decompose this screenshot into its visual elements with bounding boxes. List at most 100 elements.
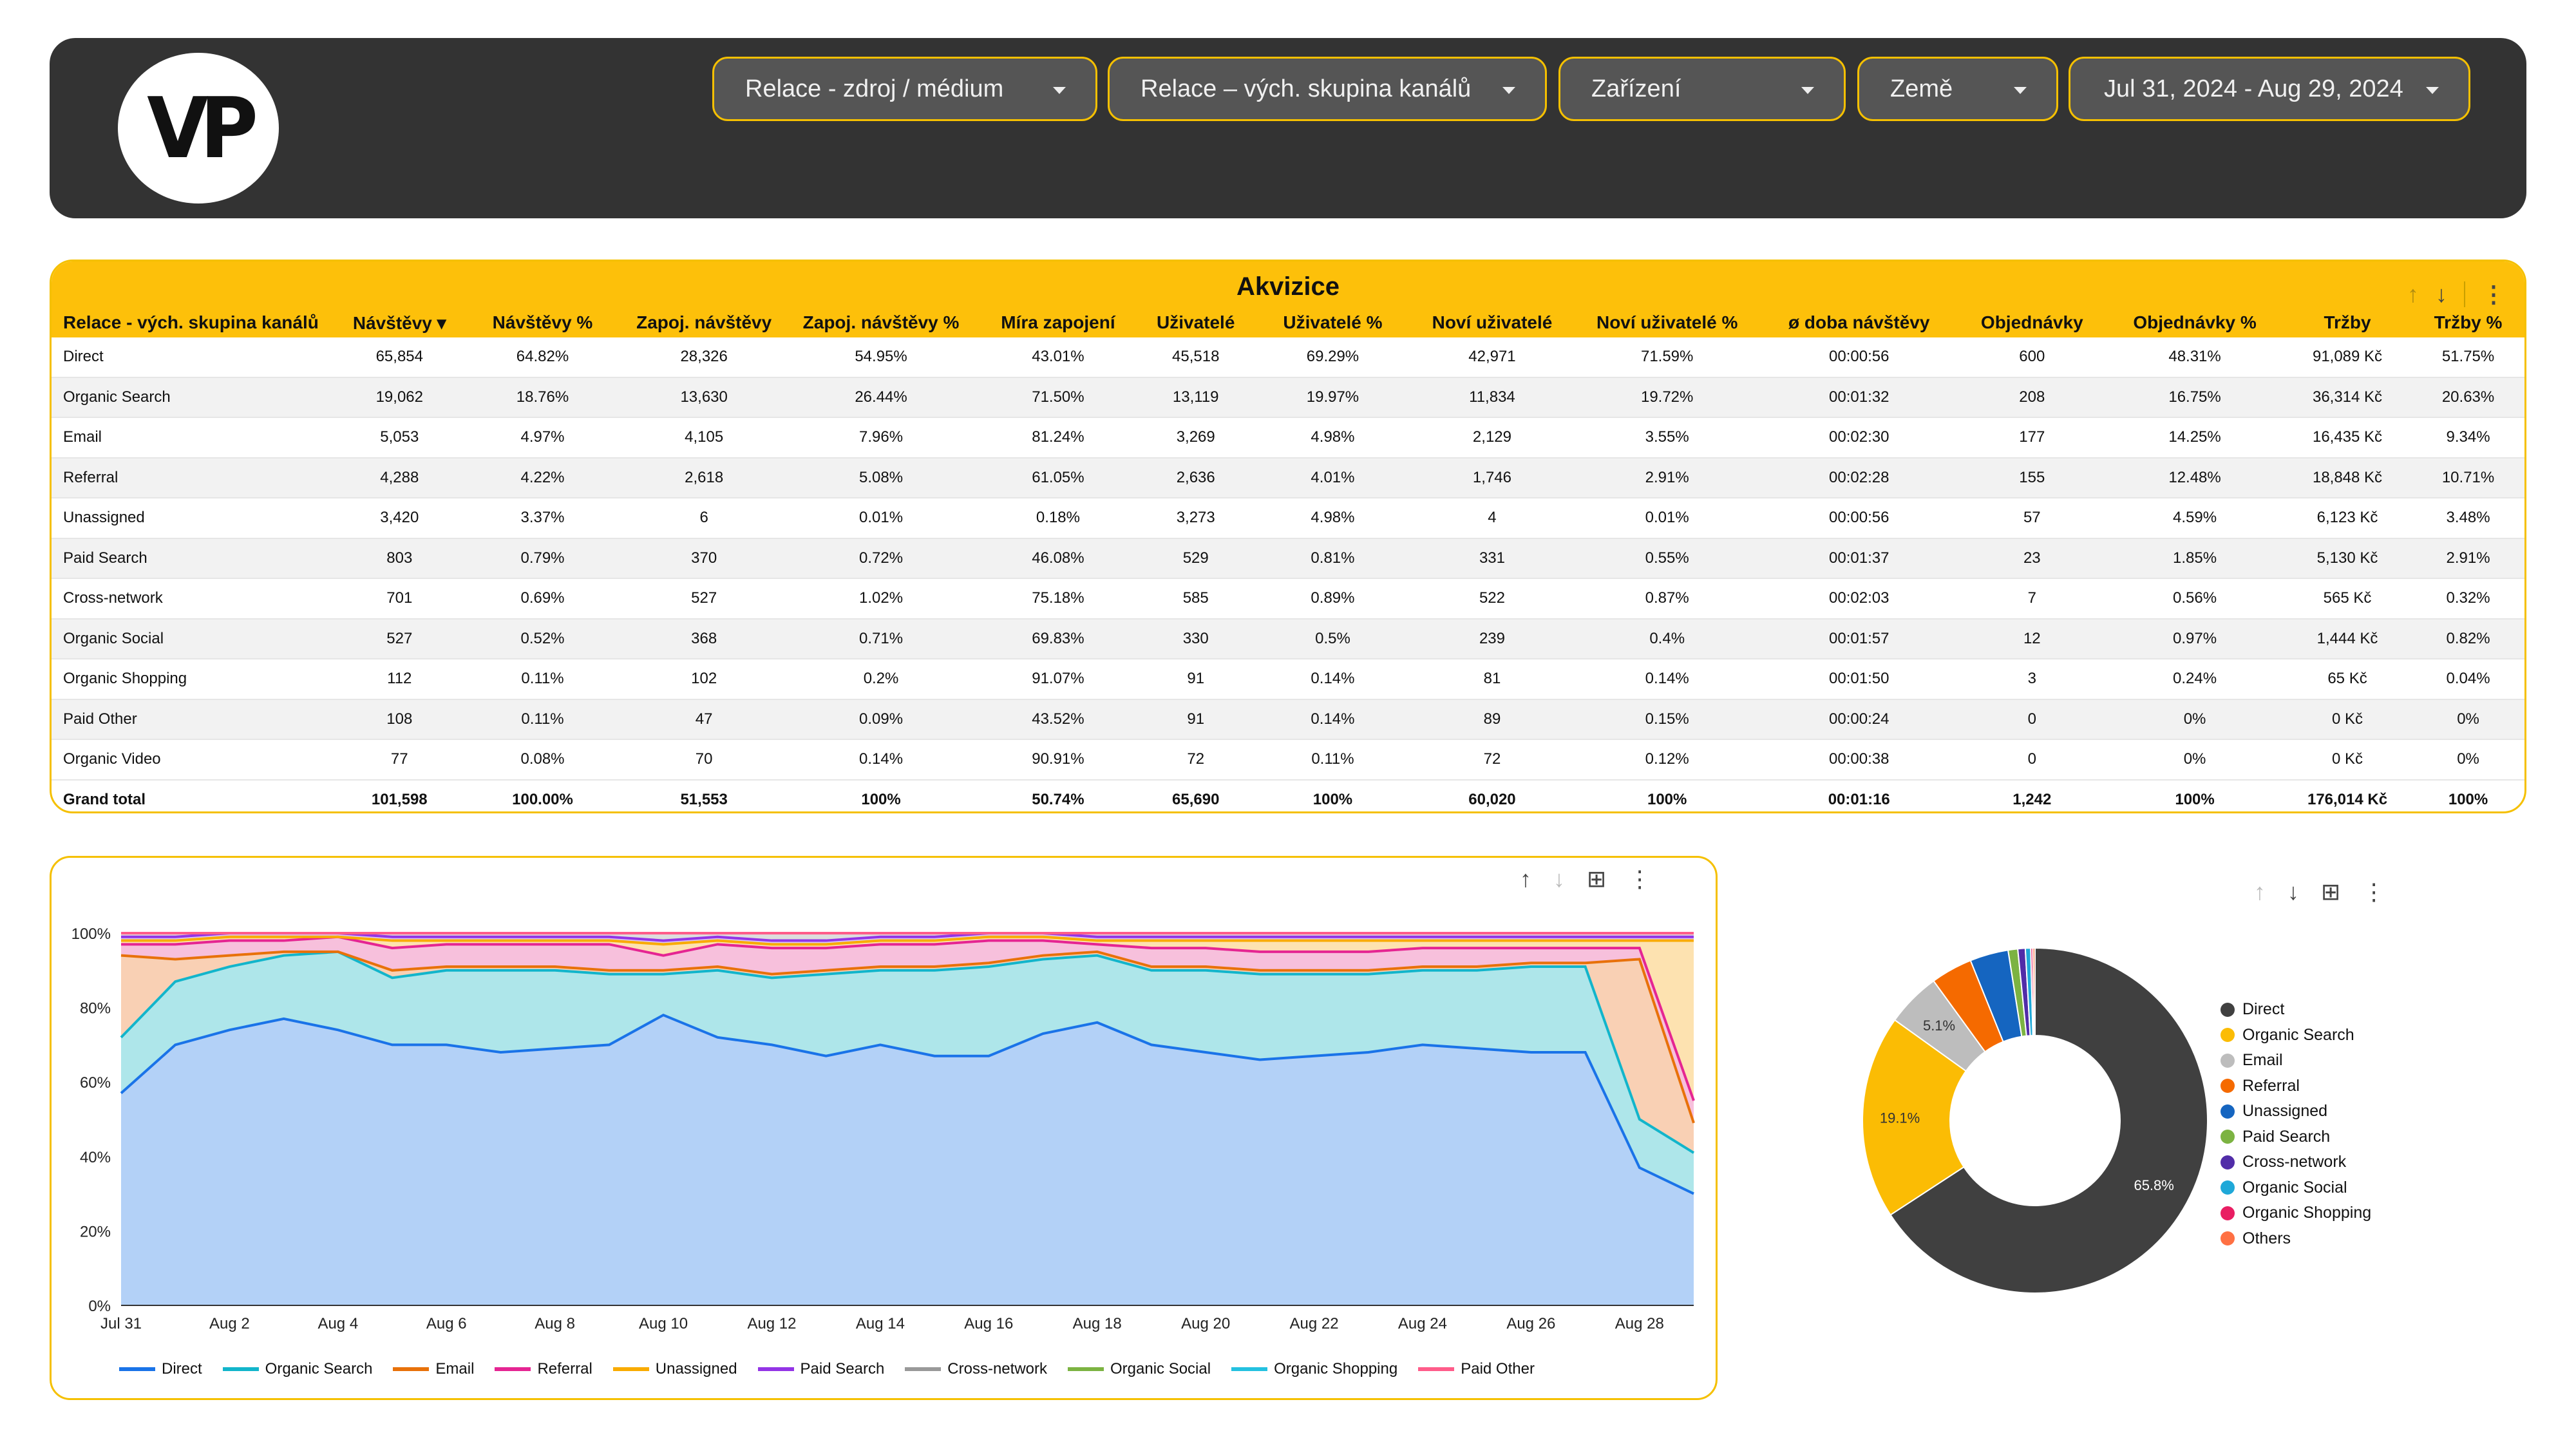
total-cell: 101,598 <box>371 790 428 808</box>
legend-label: Referral <box>2242 1076 2300 1095</box>
table-row[interactable]: Organic Shopping 112 0.11% 102 0.2% 91.07% 91 0… <box>52 659 2524 700</box>
legend-item[interactable]: Organic Shopping <box>2221 1200 2371 1226</box>
legend-item[interactable]: Paid Search <box>757 1360 884 1378</box>
column-header[interactable]: Zapoj. návštěvy % <box>782 308 980 337</box>
more-options-icon[interactable]: ⋮ <box>2362 878 2386 905</box>
table-row[interactable]: Email 5,053 4.97% 4,105 7.96% 81.24% 3,269 4.98… <box>52 417 2524 459</box>
legend-item[interactable]: Email <box>393 1360 474 1378</box>
column-header[interactable]: ø doba návštěvy <box>1761 308 1958 337</box>
column-header[interactable]: Noví uživatelé % <box>1573 308 1761 337</box>
column-header[interactable]: Míra zapojení <box>979 308 1137 337</box>
filter-channel-group[interactable]: Relace – vých. skupina kanálů <box>1108 57 1547 121</box>
column-header[interactable]: Noví uživatelé <box>1410 308 1574 337</box>
table-cell: 00:02:28 <box>1761 457 1958 498</box>
chart-settings-icon[interactable]: ⊞ <box>2321 878 2341 905</box>
x-tick-label: Aug 8 <box>535 1315 575 1332</box>
table-cell: 7.96% <box>782 417 980 459</box>
legend-item[interactable]: Direct <box>2221 997 2371 1023</box>
legend-item[interactable]: Cross-network <box>905 1360 1047 1378</box>
sort-ascending-icon[interactable]: ↑ <box>1520 866 1531 892</box>
table-cell: 4.01% <box>1255 457 1411 498</box>
table-cell: 23 <box>1957 538 2107 579</box>
filter-device[interactable]: Zařízení <box>1558 57 1846 121</box>
total-cell: 50.74% <box>1032 790 1084 808</box>
table-row[interactable]: Paid Other 108 0.11% 47 0.09% 43.52% 91 0.14% 89… <box>52 699 2524 740</box>
column-header[interactable]: Návštěvy % <box>460 308 625 337</box>
table-cell: 0.82% <box>2412 618 2524 659</box>
legend-item[interactable]: Organic Search <box>2221 1023 2371 1048</box>
table-row[interactable]: Unassigned 3,420 3.37% 6 0.01% 0.18% 3,273 4.98… <box>52 498 2524 539</box>
column-header[interactable]: Relace - vých. skupina kanálů <box>52 308 339 337</box>
legend-item[interactable]: Organic Shopping <box>1231 1360 1397 1378</box>
chart-settings-icon[interactable]: ⊞ <box>1587 866 1607 892</box>
legend-item[interactable]: Organic Social <box>1068 1360 1211 1378</box>
table-cell: 00:01:57 <box>1761 618 1958 659</box>
filter-country[interactable]: Země <box>1857 57 2058 121</box>
column-header[interactable]: Zapoj. návštěvy <box>625 308 783 337</box>
table-cell: 0% <box>2412 699 2524 740</box>
table-cell: 155 <box>1957 457 2107 498</box>
table-row[interactable]: Organic Search 19,062 18.76% 13,630 26.44% 71… <box>52 377 2524 418</box>
column-header[interactable]: Objednávky <box>1957 308 2107 337</box>
total-cell: 1,242 <box>2012 790 2052 808</box>
column-header[interactable]: Uživatelé % <box>1255 308 1411 337</box>
table-cell: 4.97% <box>460 417 625 459</box>
sort-descending-icon[interactable]: ↓ <box>1553 866 1565 892</box>
legend-item[interactable]: Referral <box>495 1360 592 1378</box>
filter-source-medium[interactable]: Relace - zdroj / médium <box>712 57 1097 121</box>
table-cell: 112 <box>339 659 460 700</box>
legend-label: Organic Shopping <box>1274 1360 1398 1378</box>
legend-label: Others <box>2242 1229 2291 1247</box>
table-row[interactable]: Cross-network 701 0.69% 527 1.02% 75.18% 585 0.… <box>52 578 2524 620</box>
table-cell: 7 <box>1957 578 2107 620</box>
table-cell: 0.04% <box>2412 659 2524 700</box>
donut-slice-1[interactable] <box>1862 1019 1967 1216</box>
legend-item[interactable]: Unassigned <box>2221 1099 2371 1124</box>
column-header[interactable]: Objednávky % <box>2107 308 2283 337</box>
legend-item[interactable]: Organic Search <box>222 1360 372 1378</box>
area-series-1[interactable] <box>121 951 1694 1194</box>
legend-item[interactable]: Referral <box>2221 1074 2371 1099</box>
table-row[interactable]: Direct 65,854 64.82% 28,326 54.95% 43.01% 45,5… <box>52 337 2524 378</box>
legend-item[interactable]: Cross-network <box>2221 1150 2371 1175</box>
table-header-row: Relace - vých. skupina kanálů Návštěvy ▾ N… <box>52 308 2524 337</box>
column-header[interactable]: Tržby <box>2282 308 2412 337</box>
table-row[interactable]: Organic Video 77 0.08% 70 0.14% 90.91% 72 0.11%… <box>52 739 2524 781</box>
table-row[interactable]: Paid Search 803 0.79% 370 0.72% 46.08% 529 0.81… <box>52 538 2524 579</box>
area-series-3[interactable] <box>121 936 1694 1123</box>
table-cell: 42,971 <box>1410 337 1574 378</box>
column-header[interactable]: Návštěvy ▾ <box>339 308 460 337</box>
sort-descending-icon[interactable]: ↓ <box>2436 281 2447 307</box>
sort-ascending-icon[interactable]: ↑ <box>2254 878 2266 905</box>
sort-descending-icon[interactable]: ↓ <box>2287 878 2299 905</box>
table-row[interactable]: Referral 4,288 4.22% 2,618 5.08% 61.05% 2,636 4… <box>52 457 2524 498</box>
date-range-picker[interactable]: Jul 31, 2024 - Aug 29, 2024 <box>2069 57 2470 121</box>
legend-item[interactable]: Paid Other <box>1418 1360 1535 1378</box>
table-cell: 71.59% <box>1573 337 1761 378</box>
table-row[interactable]: Organic Social 527 0.52% 368 0.71% 69.83% 330 0… <box>52 618 2524 659</box>
area-series-6[interactable] <box>121 933 1694 941</box>
area-series-0[interactable] <box>121 1015 1694 1305</box>
more-options-icon[interactable]: ⋮ <box>2482 281 2505 307</box>
table-cell: 91 <box>1137 699 1255 740</box>
total-cell: 00:01:16 <box>1828 790 1890 808</box>
legend-item[interactable]: Unassigned <box>612 1360 737 1378</box>
table-cell: 0.24% <box>2107 659 2283 700</box>
legend-item[interactable]: Direct <box>119 1360 202 1378</box>
legend-item[interactable]: Email <box>2221 1048 2371 1074</box>
column-header[interactable]: Tržby % <box>2412 308 2524 337</box>
table-cell: 00:01:32 <box>1761 377 1958 418</box>
legend-item[interactable]: Others <box>2221 1226 2371 1252</box>
legend-item[interactable]: Organic Social <box>2221 1175 2371 1201</box>
legend-item[interactable]: Paid Search <box>2221 1124 2371 1150</box>
area-series-5[interactable] <box>121 933 1694 945</box>
more-options-icon[interactable]: ⋮ <box>1628 866 1652 892</box>
table-cell: 18.76% <box>460 377 625 418</box>
total-cell: 100.00% <box>512 790 573 808</box>
donut-slice-9[interactable] <box>2032 947 2036 1037</box>
sort-ascending-icon[interactable]: ↑ <box>2407 281 2419 307</box>
donut-slice-0[interactable] <box>1889 947 2208 1294</box>
channel-share-area-chart-panel: ↑ ↓ ⊞ ⋮ 0% 20% 40% 60% 80% 100% Jul 31 Aug 2 Aug… <box>50 856 1718 1400</box>
legend-label: Direct <box>162 1360 202 1378</box>
column-header[interactable]: Uživatelé <box>1137 308 1255 337</box>
